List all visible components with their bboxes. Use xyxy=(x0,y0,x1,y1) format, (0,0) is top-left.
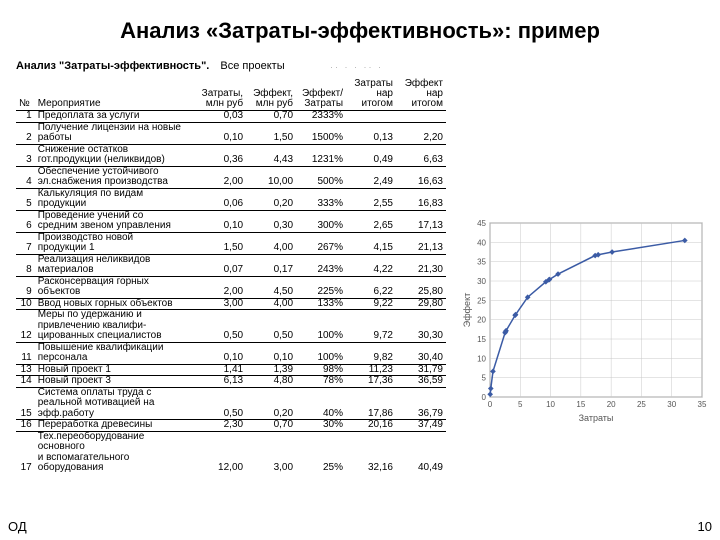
table-row: 9объектов2,004,50225%6,2225,80 xyxy=(16,287,446,298)
table-row: 1Предоплата за услуги0,030,702333% xyxy=(16,111,446,123)
svg-text:10: 10 xyxy=(546,400,555,409)
svg-text:30: 30 xyxy=(667,400,676,409)
svg-text:35: 35 xyxy=(477,258,486,267)
table-header-row: № Мероприятие Затраты, млн руб Эффект, м… xyxy=(16,78,446,111)
subtitle: Анализ "Затраты-эффективность". Все прое… xyxy=(16,60,285,72)
table-row: 15эфф.работу0,500,2040%17,8636,79 xyxy=(16,409,446,420)
svg-text:25: 25 xyxy=(637,400,646,409)
slide: Анализ «Затраты-эффективность»: пример А… xyxy=(0,0,720,540)
table-row: 16Переработка древесины2,300,7030%20,163… xyxy=(16,420,446,432)
footer-right: 10 xyxy=(698,519,712,534)
table-row: 3гот.продукции (неликвидов)0,364,431231%… xyxy=(16,155,446,166)
table-row: 12цированных специалистов0,500,50100%9,7… xyxy=(16,331,446,342)
svg-text:15: 15 xyxy=(477,335,486,344)
table-row: 5продукции0,060,20333%2,5516,83 xyxy=(16,199,446,210)
subtitle-regular: Все проекты xyxy=(220,60,284,72)
col-cost: Затраты, млн руб xyxy=(196,78,246,111)
col-ratio: Эффект/ Затраты xyxy=(296,78,346,111)
table-row: 10Ввод новых горных объектов3,004,00133%… xyxy=(16,298,446,310)
svg-text:0: 0 xyxy=(482,393,487,402)
table-row: 4эл.снабжения производства2,0010,00500%2… xyxy=(16,177,446,188)
table-body: 1Предоплата за услуги0,030,702333%Получе… xyxy=(16,111,446,474)
data-table-wrap: № Мероприятие Затраты, млн руб Эффект, м… xyxy=(16,78,446,474)
col-effect: Эффект, млн руб xyxy=(246,78,296,111)
table-row: 17оборудования12,003,0025%32,1640,49 xyxy=(16,463,446,474)
svg-text:35: 35 xyxy=(698,400,707,409)
svg-text:0: 0 xyxy=(488,400,493,409)
svg-text:20: 20 xyxy=(607,400,616,409)
faded-text: ·· · · ·· · xyxy=(330,62,383,72)
col-ccost: Затраты нар итогом xyxy=(346,78,396,111)
svg-text:40: 40 xyxy=(477,238,486,247)
col-num: № xyxy=(16,78,35,111)
svg-text:20: 20 xyxy=(477,316,486,325)
col-name: Мероприятие xyxy=(35,78,196,111)
svg-text:Эффект: Эффект xyxy=(462,293,472,327)
svg-text:15: 15 xyxy=(576,400,585,409)
table-row: 11персонала0,100,10100%9,8230,40 xyxy=(16,353,446,364)
table-row: 6средним звеном управления0,100,30300%2,… xyxy=(16,221,446,232)
svg-text:25: 25 xyxy=(477,296,486,305)
cost-effect-chart: 0 5 10 15 20 25 30 35 0 5 10 15 20 25 30 35 40 45 Затраты Э… xyxy=(460,215,710,425)
svg-text:5: 5 xyxy=(518,400,523,409)
svg-text:45: 45 xyxy=(477,219,486,228)
subtitle-bold: Анализ "Затраты-эффективность". xyxy=(16,60,209,72)
table-row: реальной мотивацией на xyxy=(16,398,446,409)
footer-left: ОД xyxy=(8,519,27,534)
data-table: № Мероприятие Затраты, млн руб Эффект, м… xyxy=(16,78,446,474)
table-row: 7продукции 11,504,00267%4,1521,13 xyxy=(16,243,446,254)
svg-text:30: 30 xyxy=(477,277,486,286)
table-row: 13Новый проект 11,411,3998%11,2331,79 xyxy=(16,364,446,376)
table-row: 14Новый проект 36,134,8078%17,3636,59 xyxy=(16,376,446,388)
table-row: 8материалов0,070,17243%4,2221,30 xyxy=(16,265,446,276)
table-row: Тех.переоборудование основного xyxy=(16,431,446,453)
table-row: Меры по удержанию и xyxy=(16,310,446,321)
svg-text:5: 5 xyxy=(482,374,487,383)
svg-text:Затраты: Затраты xyxy=(579,413,614,423)
page-title: Анализ «Затраты-эффективность»: пример xyxy=(0,18,720,44)
svg-text:10: 10 xyxy=(477,354,486,363)
col-ceff: Эффект нар итогом xyxy=(396,78,446,111)
table-row: 2работы0,101,501500%0,132,20 xyxy=(16,133,446,144)
